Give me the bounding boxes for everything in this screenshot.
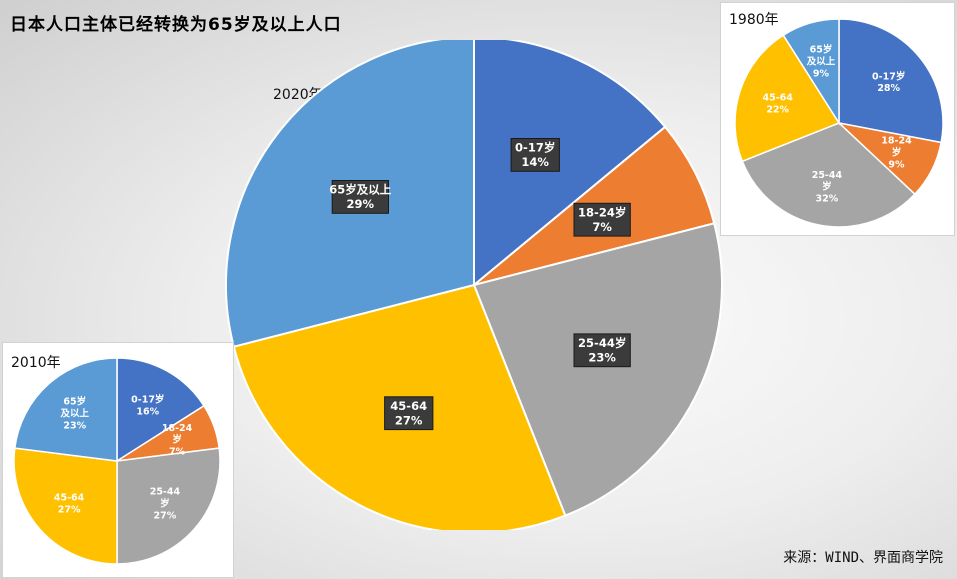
pie-data-label-1980年-2-1: 岁	[822, 181, 832, 193]
pie-data-label-2020年-3-1: 27%	[395, 413, 423, 427]
pie-data-label-1980年-2-0: 25-44	[812, 170, 843, 181]
pie-slice-2020年-2	[472, 222, 723, 517]
inset-2010: 2010年 0-17岁 16% 18-24 岁 7% 25-44 岁 27% 45-64 27% 6…	[2, 342, 234, 578]
pie-slice-1980年-2	[741, 122, 916, 228]
pie-slice-2010年-4	[13, 357, 118, 462]
pie-slice-1980年-3	[734, 34, 841, 163]
pie-2010-title: 2010年	[11, 355, 61, 371]
pie-data-label-2010年-4-1: 及以上	[61, 407, 90, 419]
pie-data-label-1980年-2-2: 32%	[816, 194, 839, 205]
pie-chart-1980: 0-17岁28%18-24岁9%25-44岁32%45-6422%65岁及以上9…	[734, 18, 944, 228]
pie-data-label-2020年-3-0: 45-64	[390, 399, 427, 413]
pie-data-label-2010年-2-1: 岁	[160, 498, 170, 510]
pie-data-label-1980年-3-1: 22%	[766, 104, 789, 115]
pie-data-label-2020年-4-0: 65岁及以上	[329, 183, 392, 197]
pie-data-label-2020年-4-1: 29%	[347, 197, 375, 211]
pie-data-label-1980年-1-2: 9%	[888, 160, 905, 171]
pie-data-label-1980年-4-1: 及以上	[807, 55, 836, 67]
pie-slice-2010年-3	[13, 447, 118, 565]
pie-data-label-2010年-2-2: 27%	[154, 510, 177, 521]
pie-data-label-2010年-4-2: 23%	[63, 420, 86, 431]
pie-chart-2010: 0-17岁16%18-24岁7%25-44岁27%45-6427%65岁及以上2…	[13, 357, 221, 565]
chart-title: 日本人口主体已经转换为65岁及以上人口	[10, 15, 342, 35]
pie-data-label-2020年-2-0: 25-44岁	[578, 336, 626, 350]
pie-label-box-2020年-0	[510, 138, 560, 172]
pie-data-label-2020年-1-0: 18-24岁	[578, 206, 626, 220]
pie-1980-title: 1980年	[729, 12, 779, 28]
pie-data-label-2020年-0-0: 0-17岁	[515, 141, 555, 155]
pie-data-label-2010年-0-0: 0-17岁	[131, 393, 164, 405]
pie-data-label-1980年-4-0: 65岁	[810, 44, 833, 56]
pie-slice-2010年-2	[116, 447, 221, 565]
pie-data-label-1980年-1-1: 岁	[892, 147, 902, 159]
pie-slice-2010年-0	[116, 357, 206, 463]
pie-data-label-2010年-4-0: 65岁	[63, 396, 86, 408]
pie-data-label-2010年-1-1: 岁	[172, 434, 182, 446]
pie-data-label-2010年-2-0: 25-44	[150, 487, 181, 498]
pie-data-label-2010年-0-1: 16%	[136, 406, 159, 417]
inset-1980: 1980年 0-17岁 28% 18-24 岁 9% 25-44 岁 32% 45-64 22% 6…	[720, 2, 955, 236]
pie-label-box-2020年-3	[384, 396, 434, 431]
pie-label-box-2020年-2	[573, 333, 631, 368]
pie-label-box-2020年-1	[573, 202, 631, 237]
pie-slice-2020年-0	[473, 40, 667, 288]
pie-data-label-2020年-1-1: 7%	[592, 220, 612, 234]
pie-data-label-1980年-0-1: 28%	[877, 83, 900, 94]
source-note: 来源：WIND、界面商学院	[783, 550, 943, 566]
pie-data-label-2010年-3-1: 27%	[58, 505, 81, 516]
pie-data-label-2010年-1-0: 18-24	[162, 423, 193, 434]
pie-label-box-2020年-4	[331, 180, 389, 214]
pie-data-label-1980年-4-2: 9%	[813, 68, 830, 79]
pie-slice-1980年-0	[838, 18, 944, 144]
pie-data-label-1980年-1-0: 18-24	[881, 136, 912, 147]
pie-data-label-1980年-0-0: 0-17岁	[872, 70, 905, 82]
pie-data-label-2020年-0-1: 14%	[521, 155, 549, 169]
pie-data-label-2010年-3-0: 45-64	[54, 493, 85, 504]
pie-data-label-2020年-2-1: 23%	[588, 351, 616, 365]
pie-slice-1980年-4	[782, 18, 840, 126]
pie-data-label-1980年-3-0: 45-64	[763, 93, 794, 104]
pie-data-label-2010年-1-2: 7%	[169, 447, 186, 458]
